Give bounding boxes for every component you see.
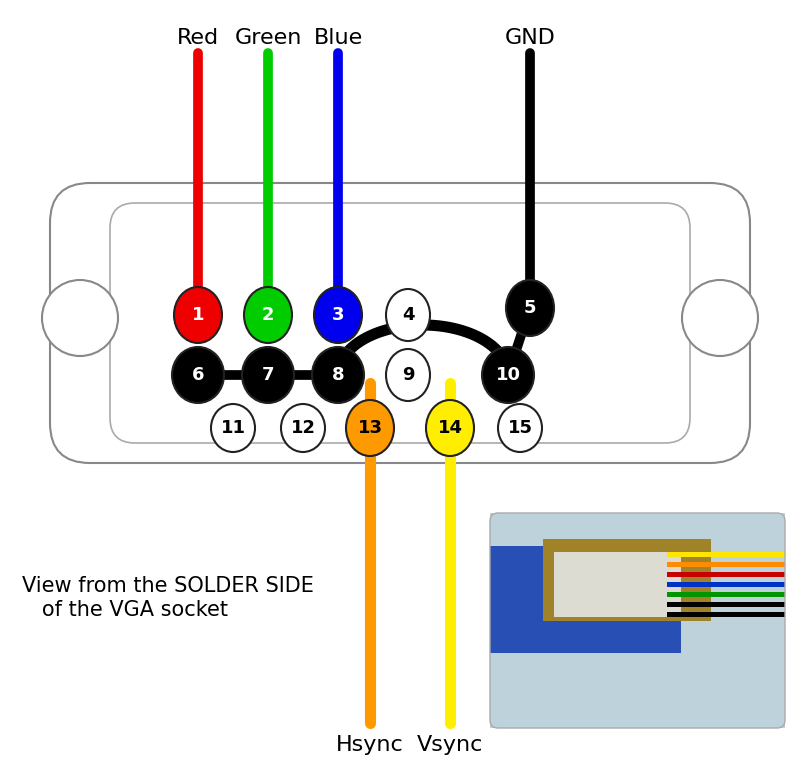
Text: 2: 2	[262, 306, 274, 324]
Text: 13: 13	[358, 419, 382, 437]
Text: 7: 7	[262, 366, 274, 384]
Text: Red: Red	[177, 28, 219, 48]
Text: 12: 12	[290, 419, 315, 437]
Ellipse shape	[482, 347, 534, 403]
Ellipse shape	[386, 289, 430, 341]
Ellipse shape	[242, 347, 294, 403]
Ellipse shape	[386, 349, 430, 401]
Text: 9: 9	[402, 366, 414, 384]
Text: 6: 6	[192, 366, 204, 384]
Ellipse shape	[174, 287, 222, 343]
Text: 4: 4	[402, 306, 414, 324]
Ellipse shape	[426, 400, 474, 456]
Ellipse shape	[42, 280, 118, 356]
Ellipse shape	[314, 287, 362, 343]
Text: GND: GND	[505, 28, 555, 48]
Ellipse shape	[281, 404, 325, 452]
Ellipse shape	[498, 404, 542, 452]
Text: 10: 10	[495, 366, 521, 384]
Text: 8: 8	[332, 366, 344, 384]
Text: View from the SOLDER SIDE
   of the VGA socket: View from the SOLDER SIDE of the VGA soc…	[22, 577, 314, 620]
FancyBboxPatch shape	[110, 203, 690, 443]
Ellipse shape	[346, 400, 394, 456]
Ellipse shape	[172, 347, 224, 403]
Text: Vsync: Vsync	[417, 735, 483, 755]
Text: Green: Green	[234, 28, 302, 48]
Text: 15: 15	[507, 419, 533, 437]
Text: 1: 1	[192, 306, 204, 324]
Text: 5: 5	[524, 299, 536, 317]
Text: Blue: Blue	[314, 28, 362, 48]
Ellipse shape	[244, 287, 292, 343]
Text: 14: 14	[438, 419, 462, 437]
Text: Hsync: Hsync	[336, 735, 404, 755]
Ellipse shape	[506, 280, 554, 336]
FancyBboxPatch shape	[50, 183, 750, 463]
Text: 11: 11	[221, 419, 246, 437]
Ellipse shape	[312, 347, 364, 403]
Ellipse shape	[211, 404, 255, 452]
Text: 3: 3	[332, 306, 344, 324]
Ellipse shape	[682, 280, 758, 356]
